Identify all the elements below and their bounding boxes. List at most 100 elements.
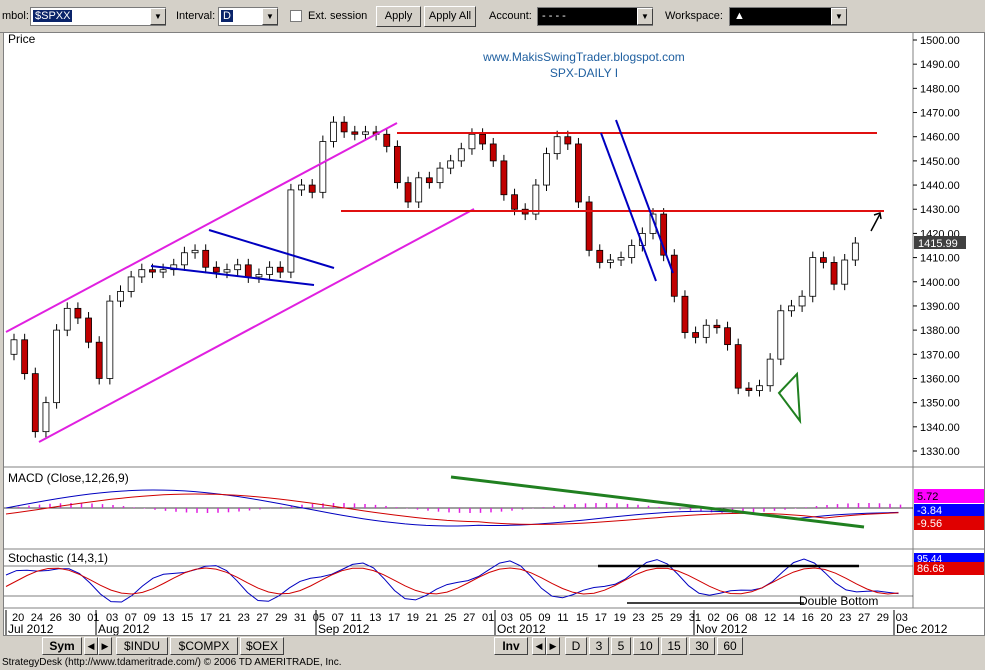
price-label: Price	[8, 33, 36, 46]
month-label: Jul 2012	[8, 622, 54, 635]
channel-upper-line	[5, 122, 398, 333]
candle-body	[820, 257, 827, 263]
price-tick-label: 1440.00	[920, 180, 960, 192]
date-tick-label: 30	[68, 612, 80, 624]
macd-value-box	[914, 504, 984, 516]
candle-body	[596, 249, 604, 263]
tab-interval-d[interactable]: D	[565, 637, 587, 655]
candle-body	[489, 143, 497, 162]
candle-body	[340, 121, 348, 133]
tab-interval-5[interactable]: 5	[611, 637, 631, 655]
chart-canvas[interactable]: Price www.MakisSwingTrader.blogspot.com …	[4, 32, 984, 636]
candle-body	[42, 402, 50, 433]
candle-body	[319, 141, 327, 193]
symbol-combo[interactable]: $SPXX ▼	[30, 7, 166, 26]
candle-body	[809, 257, 817, 297]
candle-body	[63, 307, 71, 331]
candle-body	[234, 264, 242, 271]
tab-indu[interactable]: $INDU	[116, 637, 168, 655]
date-tick-label: 27	[463, 612, 475, 624]
price-tick-label: 1390.00	[920, 301, 960, 313]
price-tick-label: 1450.00	[920, 156, 960, 168]
macd-divergence-line	[450, 475, 865, 529]
ext-session-checkbox[interactable]	[290, 10, 302, 22]
apply-all-button[interactable]: Apply All	[424, 6, 476, 27]
date-tick-label: 03	[896, 612, 908, 624]
account-combo[interactable]: - - - - ▼	[537, 7, 653, 26]
tab-scroll-icon[interactable]: ◀	[532, 637, 546, 655]
chevron-down-icon[interactable]: ▼	[831, 8, 847, 25]
tab-inv[interactable]: Inv	[494, 637, 528, 655]
candle-body	[149, 269, 156, 273]
candle-body	[670, 254, 678, 297]
workspace-combo[interactable]: ▲ ▼	[729, 7, 847, 26]
tab-scroll-icon[interactable]: ▶	[546, 637, 560, 655]
date-tick-label: 12	[764, 612, 776, 624]
candle-body	[756, 385, 763, 391]
date-tick-label: 29	[670, 612, 682, 624]
candle-body	[564, 136, 572, 145]
date-tick-label: 29	[275, 612, 287, 624]
chevron-down-icon[interactable]: ▼	[637, 8, 653, 25]
tab-interval-60[interactable]: 60	[717, 637, 743, 655]
chart-frame[interactable]: Price www.MakisSwingTrader.blogspot.com …	[3, 32, 985, 636]
account-value: - - - -	[542, 10, 566, 22]
candle-body	[479, 133, 487, 145]
tab-sym[interactable]: Sym	[42, 637, 82, 655]
candle-body	[628, 245, 636, 258]
price-tick-label: 1330.00	[920, 446, 960, 458]
candle-body	[447, 160, 455, 169]
candle-body	[21, 339, 29, 375]
candle-body	[308, 184, 316, 193]
macd-value-2: -3.84	[917, 505, 942, 517]
date-tick-label: 09	[538, 612, 550, 624]
candle-body	[777, 310, 785, 360]
candle-body	[362, 131, 369, 135]
candle-body	[617, 257, 625, 261]
candle-body	[298, 184, 305, 191]
candle-body	[607, 259, 614, 263]
candle-body	[734, 344, 742, 389]
interval-combo[interactable]: D ▼	[218, 7, 278, 26]
candle-body	[415, 177, 423, 203]
candle-body	[255, 274, 263, 278]
price-tick-label: 1460.00	[920, 132, 960, 144]
date-tick-label: 17	[595, 612, 607, 624]
candle-body	[53, 329, 60, 404]
candle-body	[404, 182, 412, 203]
tab-compx[interactable]: $COMPX	[170, 637, 238, 655]
tab-interval-10[interactable]: 10	[633, 637, 659, 655]
date-tick-label: 21	[219, 612, 231, 624]
chevron-down-icon[interactable]: ▼	[150, 8, 166, 25]
date-tick-label: 23	[632, 612, 644, 624]
workspace-value: ▲	[734, 10, 745, 22]
tab-scroll-icon[interactable]: ◀	[84, 637, 98, 655]
tab-bar: Sym ◀ ▶ $INDU $COMPX $OEX Inv ◀ ▶ D 3 5 …	[0, 636, 985, 656]
apply-button[interactable]: Apply	[376, 6, 421, 27]
candle-body	[425, 177, 433, 184]
tab-oex[interactable]: $OEX	[240, 637, 284, 655]
tab-interval-3[interactable]: 3	[589, 637, 609, 655]
candle-body	[85, 317, 92, 343]
chevron-down-icon[interactable]: ▼	[262, 8, 278, 25]
candle-body	[330, 121, 337, 142]
macd-value-box	[914, 516, 984, 530]
tab-interval-15[interactable]: 15	[661, 637, 687, 655]
candle-body	[436, 167, 444, 184]
last-price-box	[914, 236, 966, 249]
symbol-label: mbol:	[2, 10, 29, 22]
date-tick-label: 31	[294, 612, 306, 624]
tab-scroll-icon[interactable]: ▶	[98, 637, 112, 655]
watermark-title: SPX-DAILY I	[550, 66, 618, 80]
date-tick-label: 19	[614, 612, 626, 624]
arrow-up-icon	[870, 213, 881, 232]
tab-interval-30[interactable]: 30	[689, 637, 715, 655]
candle-body	[681, 295, 689, 333]
date-tick-label: 21	[426, 612, 438, 624]
price-tick-label: 1480.00	[920, 83, 960, 95]
candle-body	[724, 327, 731, 346]
price-tick-label: 1470.00	[920, 108, 960, 120]
price-tick-label: 1340.00	[920, 422, 960, 434]
candle-body	[212, 266, 220, 273]
date-tick-label: 15	[576, 612, 588, 624]
